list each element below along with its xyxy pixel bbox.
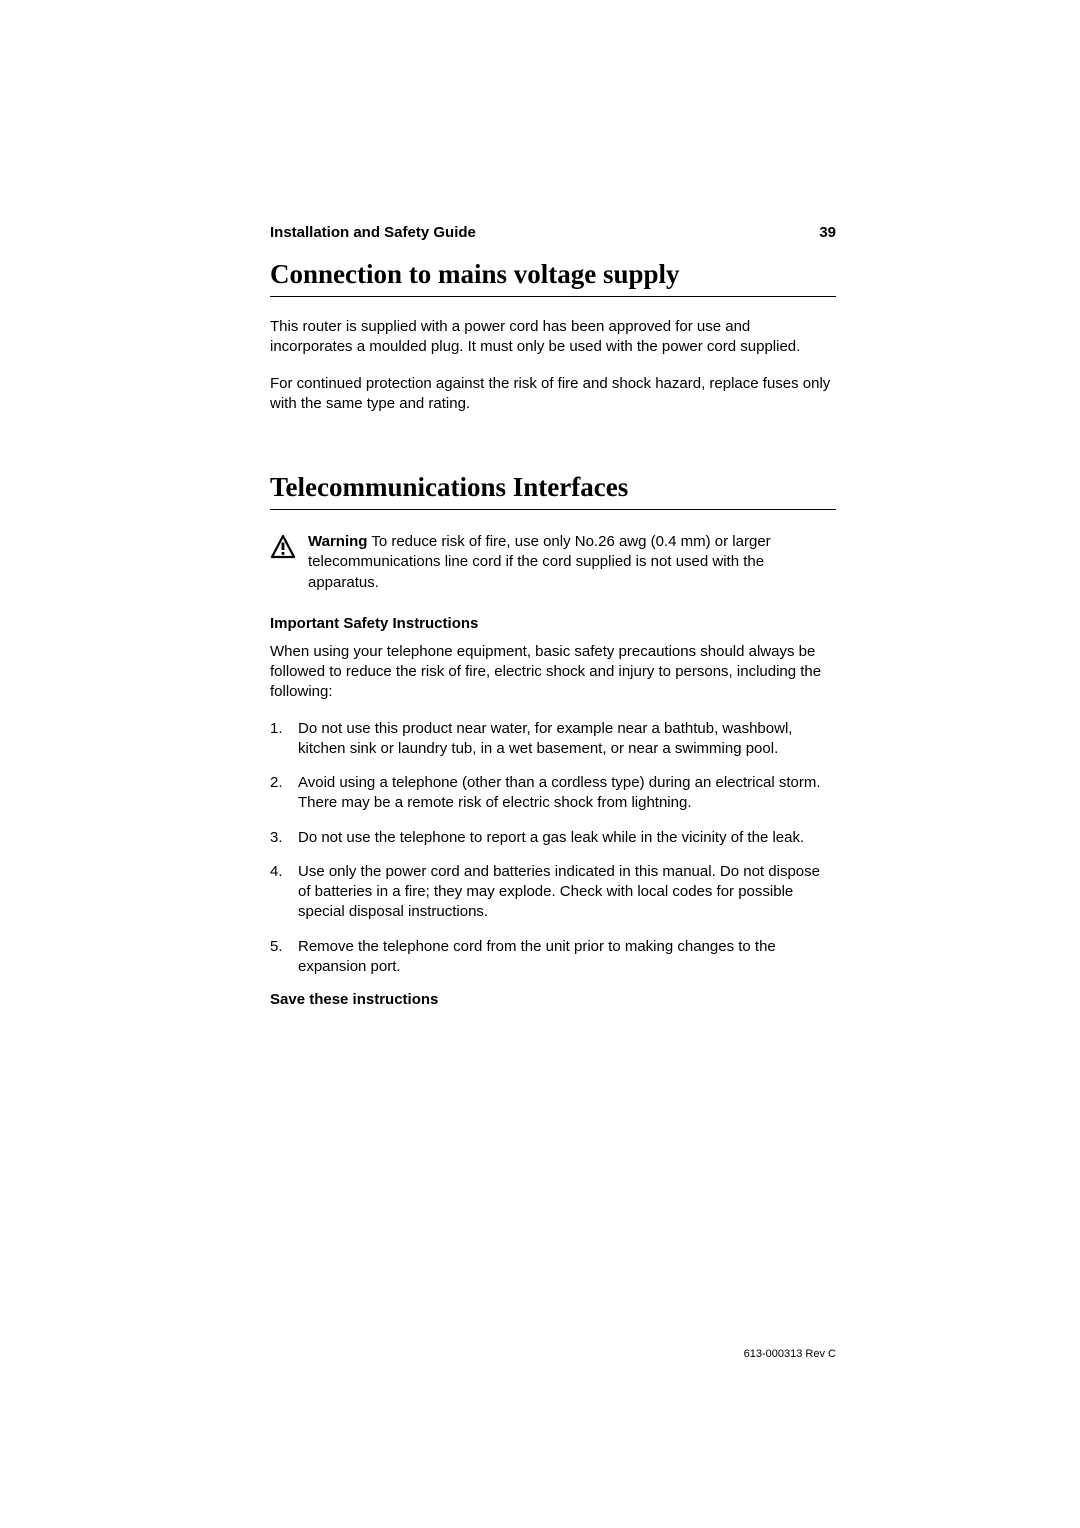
doc-title: Installation and Safety Guide [270, 224, 476, 241]
warning-icon [270, 534, 296, 565]
save-instructions: Save these instructions [270, 991, 836, 1008]
safety-intro: When using your telephone equipment, bas… [270, 642, 836, 703]
section-heading-telecom: Telecommunications Interfaces [270, 472, 836, 510]
safety-list: Do not use this product near water, for … [270, 719, 836, 978]
section-heading-connection: Connection to mains voltage supply [270, 259, 836, 297]
list-item: Avoid using a telephone (other than a co… [270, 773, 836, 814]
section1-para2: For continued protection against the ris… [270, 374, 836, 415]
safety-subhead: Important Safety Instructions [270, 615, 836, 632]
footer-rev: 613-000313 Rev C [744, 1348, 836, 1360]
warning-block: Warning To reduce risk of fire, use only… [270, 532, 836, 593]
list-item: Remove the telephone cord from the unit … [270, 937, 836, 978]
warning-text: Warning To reduce risk of fire, use only… [308, 532, 836, 593]
page-header: Installation and Safety Guide 39 [270, 224, 836, 241]
warning-label: Warning [308, 533, 367, 550]
list-item: Do not use the telephone to report a gas… [270, 828, 836, 848]
page-number: 39 [819, 224, 836, 241]
list-item: Do not use this product near water, for … [270, 719, 836, 760]
section1-para1: This router is supplied with a power cor… [270, 317, 836, 358]
list-item: Use only the power cord and batteries in… [270, 862, 836, 923]
warning-body: To reduce risk of fire, use only No.26 a… [308, 533, 771, 591]
